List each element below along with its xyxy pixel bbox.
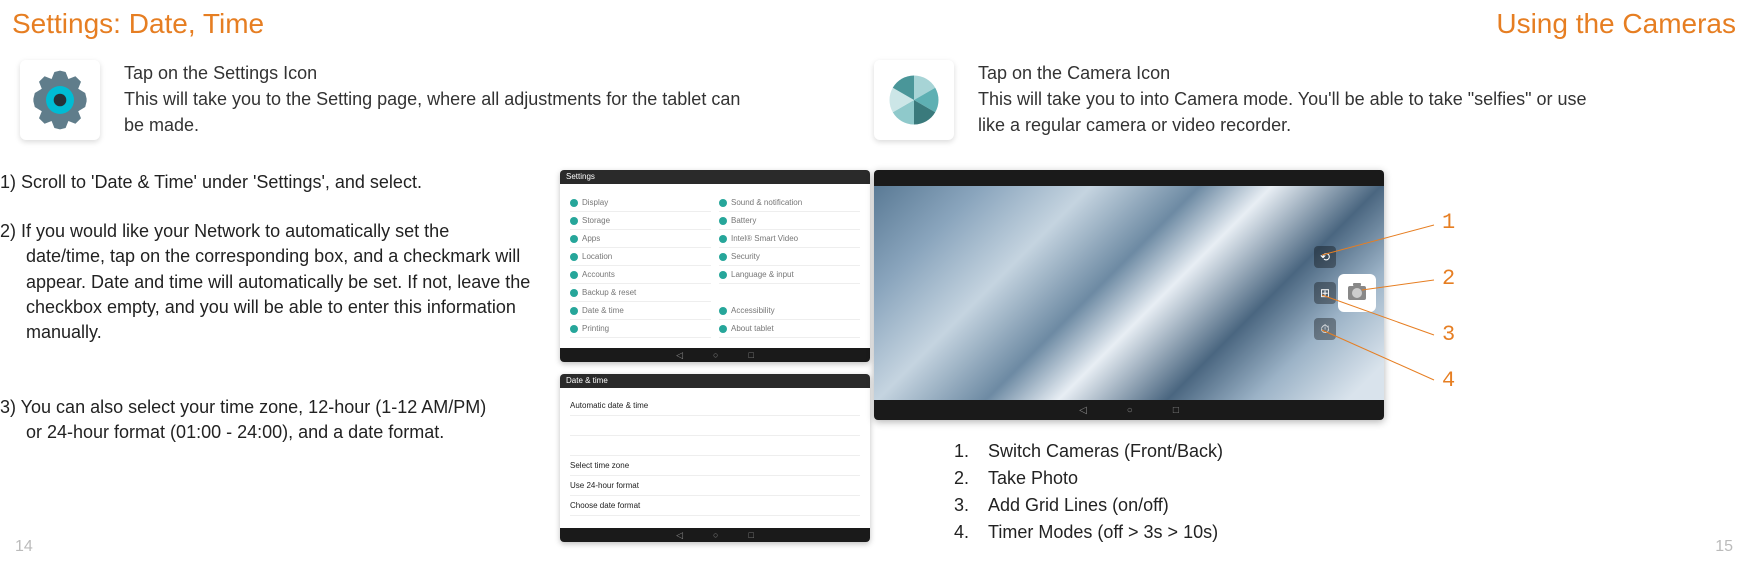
callout-1: 1: [1442, 210, 1455, 235]
page-number-right: 15: [1715, 538, 1733, 556]
camera-feature-list: 1. Switch Cameras (Front/Back) 2. Take P…: [954, 438, 1748, 546]
intro-line2: This will take you to the Setting page, …: [124, 86, 764, 138]
feature-2: 2. Take Photo: [954, 465, 1748, 492]
callout-lines: [874, 170, 1474, 430]
settings-screenshots: Settings Display Storage Apps Location A…: [560, 170, 870, 542]
left-title: Settings: Date, Time: [12, 8, 874, 40]
page-number-left: 14: [15, 538, 33, 556]
callout-4: 4: [1442, 368, 1455, 393]
camera-icon: [874, 60, 954, 140]
camera-area: ⟲ ⊞ ⏱ ◁○□: [874, 170, 1748, 546]
settings-list-screenshot: Settings Display Storage Apps Location A…: [560, 170, 870, 362]
callout-2: 2: [1442, 266, 1455, 291]
step-2: 2) If you would like your Network to aut…: [0, 219, 540, 345]
camera-intro-line2: This will take you to into Camera mode. …: [978, 86, 1618, 138]
settings-intro: Tap on the Settings Icon This will take …: [20, 60, 874, 140]
left-content: 1) Scroll to 'Date & Time' under 'Settin…: [0, 170, 874, 542]
settings-col-right: Sound & notification Battery Intel® Smar…: [719, 194, 860, 338]
camera-intro: Tap on the Camera Icon This will take yo…: [874, 60, 1748, 140]
feature-1: 1. Switch Cameras (Front/Back): [954, 438, 1748, 465]
settings-intro-text: Tap on the Settings Icon This will take …: [124, 60, 764, 138]
steps: 1) Scroll to 'Date & Time' under 'Settin…: [0, 170, 540, 470]
callout-3: 3: [1442, 322, 1455, 347]
camera-intro-line1: Tap on the Camera Icon: [978, 60, 1618, 86]
manual-spread: Settings: Date, Time Tap on the Settings…: [0, 0, 1748, 564]
date-time-screenshot: Date & time Automatic date & time Select…: [560, 374, 870, 542]
feature-3: 3. Add Grid Lines (on/off): [954, 492, 1748, 519]
feature-4: 4. Timer Modes (off > 3s > 10s): [954, 519, 1748, 546]
step-1: 1) Scroll to 'Date & Time' under 'Settin…: [0, 170, 540, 195]
right-page: Using the Cameras Tap on the Camera Icon: [874, 0, 1748, 564]
settings-col-left: Display Storage Apps Location Accounts B…: [570, 194, 711, 338]
intro-line1: Tap on the Settings Icon: [124, 60, 764, 86]
right-title: Using the Cameras: [874, 8, 1736, 40]
step-3: 3) You can also select your time zone, 1…: [0, 395, 540, 445]
left-page: Settings: Date, Time Tap on the Settings…: [0, 0, 874, 564]
settings-icon: [20, 60, 100, 140]
camera-intro-text: Tap on the Camera Icon This will take yo…: [978, 60, 1618, 138]
